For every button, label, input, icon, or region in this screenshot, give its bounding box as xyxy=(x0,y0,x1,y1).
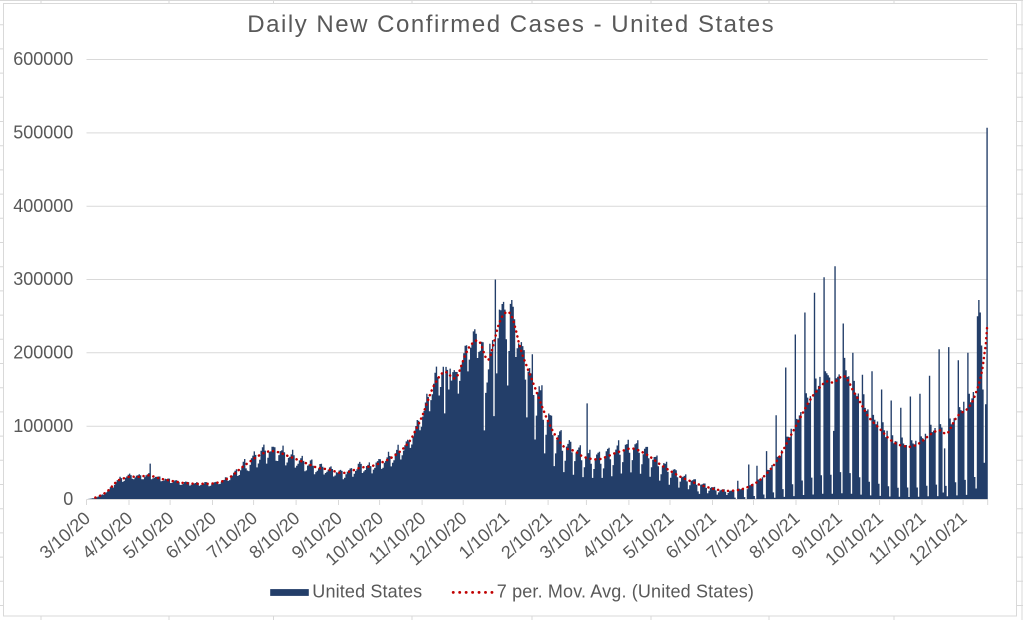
svg-text:500000: 500000 xyxy=(13,123,73,143)
svg-text:0: 0 xyxy=(63,489,73,509)
svg-text:400000: 400000 xyxy=(13,196,73,216)
svg-text:300000: 300000 xyxy=(13,269,73,289)
svg-text:Daily New Confirmed Cases - Un: Daily New Confirmed Cases - United State… xyxy=(247,11,775,38)
svg-text:100000: 100000 xyxy=(13,416,73,436)
svg-text:600000: 600000 xyxy=(13,49,73,69)
svg-text:200000: 200000 xyxy=(13,343,73,363)
svg-text:United States: United States xyxy=(312,582,422,602)
svg-text:7 per. Mov. Avg. (United State: 7 per. Mov. Avg. (United States) xyxy=(497,582,754,602)
